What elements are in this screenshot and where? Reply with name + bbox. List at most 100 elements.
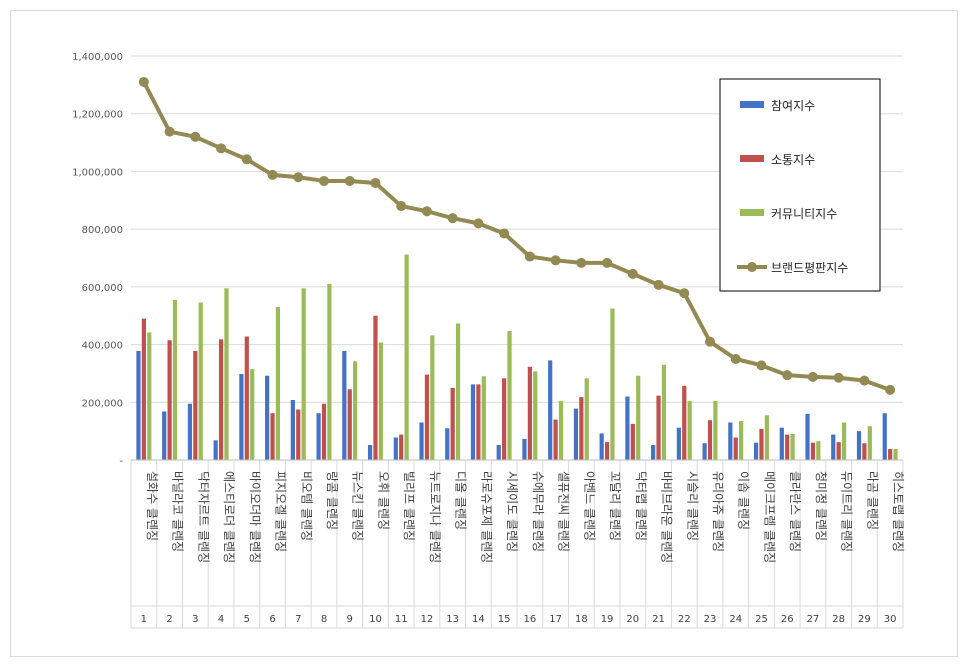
bar: [676, 427, 681, 460]
bar: [604, 442, 610, 460]
bar: [213, 440, 218, 460]
bar: [862, 443, 867, 460]
x-tick-label: 뉴트로지나 클렌징: [428, 471, 442, 563]
bar: [759, 428, 764, 460]
rank-label: 1: [141, 614, 147, 625]
bar: [661, 364, 667, 460]
rank-label: 11: [395, 614, 408, 625]
x-tick-label: 바비브라운 클렌징: [660, 471, 674, 563]
line-point: [241, 154, 252, 165]
rank-label: 9: [347, 614, 353, 625]
line-point: [833, 372, 844, 383]
bar: [353, 361, 358, 460]
bar: [610, 308, 615, 460]
bar: [579, 397, 584, 460]
y-tick-label: 1,400,000: [72, 52, 123, 63]
x-tick-label: 메이크프렘 클렌징: [762, 471, 776, 563]
line-point: [653, 279, 664, 290]
line-point: [756, 360, 767, 371]
legend-label: 소통지수: [771, 153, 815, 167]
line-point: [164, 126, 175, 137]
bar: [290, 399, 295, 460]
rank-label: 26: [781, 614, 794, 625]
line-point: [473, 218, 484, 229]
x-axis: 설화수 클렌징 1 바닐라코 클렌징 2 닥터자르트 클렌징 3 에스티로더 클렌징 4 바이오…: [130, 459, 905, 629]
bar: [367, 444, 373, 460]
x-tick-label: 시슬리 클렌징: [685, 471, 699, 541]
x-tick-label: 랑콤 클렌징: [325, 471, 339, 530]
bar: [455, 323, 461, 460]
rank-label: 28: [832, 614, 845, 625]
bar: [707, 420, 713, 460]
y-tick-label: 1,200,000: [72, 110, 123, 121]
y-tick-label: 800,000: [82, 225, 123, 236]
bar: [172, 299, 178, 460]
bar: [867, 426, 872, 460]
bar: [728, 422, 733, 460]
x-tick-label: 바닐라코 클렌징: [171, 471, 185, 552]
line-point: [807, 371, 818, 382]
bar: [841, 422, 847, 460]
bar: [393, 437, 398, 460]
bar: [198, 302, 203, 460]
rank-label: 27: [807, 614, 820, 625]
y-tick-label: 400,000: [82, 341, 123, 352]
rank-label: 23: [704, 614, 717, 625]
x-tick-label: 클라란스 클렌징: [788, 471, 802, 552]
x-tick-label: 바이오더마 클렌징: [248, 471, 262, 563]
x-tick-label: 청미정 클렌징: [814, 471, 828, 541]
rank-label: 4: [218, 614, 224, 625]
bar: [162, 411, 167, 460]
rank-label: 22: [678, 614, 691, 625]
line-point: [190, 131, 201, 142]
bar: [856, 431, 862, 460]
line-point: [782, 370, 793, 381]
bar: [378, 342, 383, 460]
bar-series: [136, 254, 898, 460]
line-point: [344, 175, 355, 186]
legend-swatch: [740, 155, 764, 162]
bar: [764, 415, 769, 460]
rank-label: 14: [472, 614, 485, 625]
bar: [502, 378, 507, 460]
bar: [553, 419, 558, 460]
line-point: [138, 76, 149, 87]
x-tick-label: 셀퓨전씨 클렌징: [557, 471, 571, 552]
x-tick-label: 꼬달리 클렌징: [608, 471, 622, 541]
line-point: [293, 172, 304, 183]
x-tick-label: 비오템 클렌징: [299, 471, 313, 541]
rank-label: 13: [446, 614, 459, 625]
rank-label: 24: [729, 614, 742, 625]
bar: [399, 434, 404, 460]
bar: [296, 409, 301, 460]
rank-label: 29: [858, 614, 871, 625]
line-point: [627, 268, 638, 279]
line-point: [524, 251, 535, 262]
bar: [573, 408, 579, 460]
y-tick-label: -: [119, 456, 123, 467]
bar: [687, 400, 692, 460]
bar: [785, 434, 790, 460]
x-tick-label: 디올 클렌징: [454, 471, 468, 530]
bar: [507, 331, 512, 460]
line-point: [859, 375, 870, 386]
bar: [327, 283, 332, 460]
line-point: [370, 177, 381, 188]
legend-swatch: [740, 209, 764, 216]
bar: [147, 332, 152, 460]
bar: [779, 427, 784, 460]
x-tick-label: 뉴스킨 클렌징: [351, 471, 365, 541]
rank-label: 21: [652, 614, 665, 625]
x-tick-label: 슈에무라 클렌징: [531, 471, 545, 552]
x-tick-label: 설화수 클렌징: [145, 471, 159, 541]
bar: [321, 403, 327, 460]
rank-label: 16: [523, 614, 536, 625]
bar: [533, 371, 538, 460]
bar: [805, 413, 810, 460]
rank-label: 19: [601, 614, 614, 625]
bar: [167, 340, 172, 460]
bar: [239, 374, 244, 460]
line-point: [730, 354, 741, 364]
y-axis-tick-labels: - 200,000 400,000 600,000 800,000 1,000,000 1,…: [72, 52, 123, 467]
